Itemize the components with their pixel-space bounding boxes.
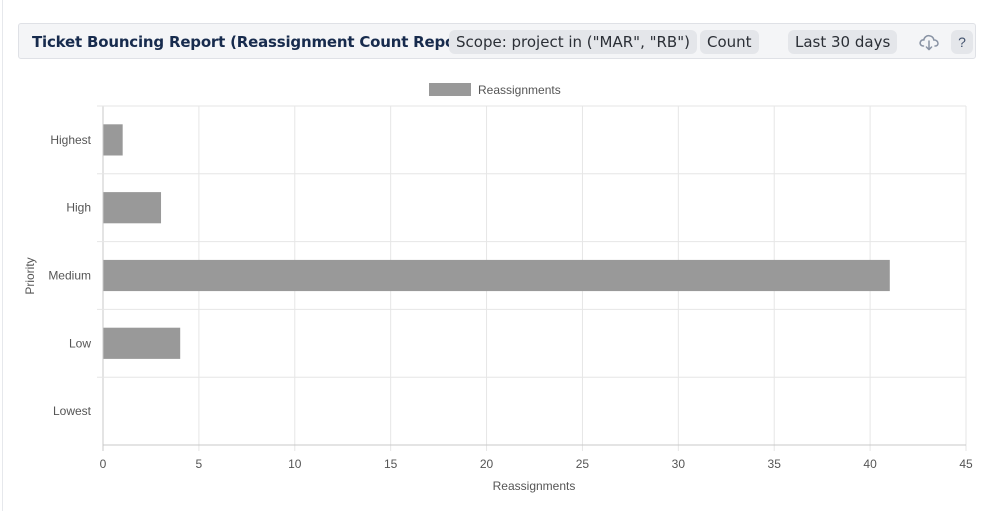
y-axis-ticks: Highest High Medium Low Lowest [48, 133, 91, 418]
report-title: Ticket Bouncing Report (Reassignment Cou… [32, 33, 476, 51]
chart-legend[interactable]: Reassignments [429, 83, 561, 97]
y-axis-title: Priority [23, 257, 37, 294]
legend-label: Reassignments [478, 83, 561, 97]
scope-filter-button[interactable]: Scope: project in ("MAR", "RB") [449, 30, 697, 54]
bar-medium[interactable] [103, 259, 890, 292]
y-tick-label: Highest [50, 133, 91, 147]
download-button[interactable] [917, 30, 941, 54]
x-axis-ticks: 0 5 10 15 20 25 30 35 40 45 [100, 457, 973, 471]
x-tick-label: 35 [768, 457, 782, 471]
x-tick-label: 15 [384, 457, 398, 471]
bar-high[interactable] [103, 192, 162, 224]
bar-low[interactable] [103, 327, 181, 359]
cloud-download-icon [919, 34, 939, 51]
y-tick-label: Low [69, 336, 91, 350]
x-tick-label: 30 [672, 457, 686, 471]
page-left-border [2, 0, 3, 511]
y-tick-label: Lowest [53, 404, 92, 418]
x-tick-label: 25 [576, 457, 590, 471]
chart-bars [103, 124, 890, 359]
metric-selector-button[interactable]: Count [700, 30, 759, 54]
help-button[interactable]: ? [951, 30, 973, 54]
x-axis-title: Reassignments [493, 479, 576, 493]
x-tick-label: 40 [863, 457, 877, 471]
x-tick-label: 10 [288, 457, 302, 471]
legend-swatch [429, 83, 471, 96]
report-header: Ticket Bouncing Report (Reassignment Cou… [18, 23, 976, 59]
y-tick-label: Medium [48, 269, 91, 283]
x-tick-label: 0 [100, 457, 107, 471]
x-tick-label: 45 [959, 457, 973, 471]
x-tick-label: 20 [480, 457, 494, 471]
period-selector-button[interactable]: Last 30 days [788, 30, 898, 54]
x-tick-label: 5 [196, 457, 203, 471]
bar-highest[interactable] [103, 124, 123, 156]
y-tick-label: High [66, 201, 91, 215]
